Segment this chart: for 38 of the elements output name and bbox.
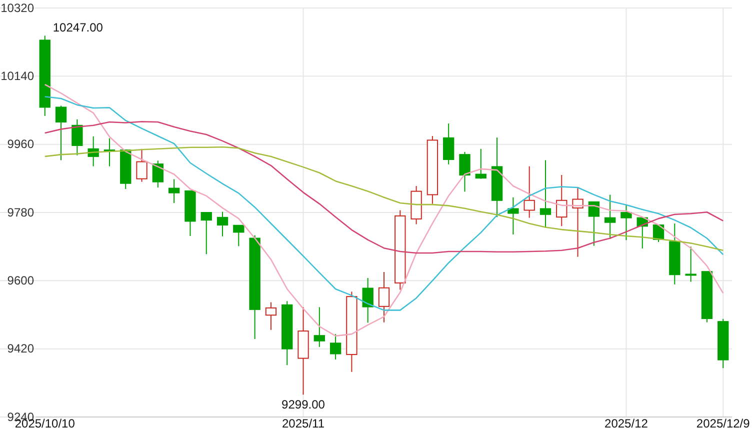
candlestick	[620, 204, 632, 241]
y-tick-label: 9780	[7, 205, 34, 220]
line-series	[44, 120, 724, 254]
candlestick	[475, 148, 486, 180]
candlestick	[378, 271, 390, 323]
y-tick-label: 9960	[7, 137, 34, 152]
candlestick	[216, 211, 228, 237]
line-series	[44, 146, 724, 252]
y-tick-label: 10320	[0, 0, 34, 15]
candlestick	[314, 306, 325, 348]
candlestick	[136, 148, 148, 182]
candlestick	[556, 174, 568, 227]
candlestick	[265, 302, 277, 330]
annotation: 10247.00	[52, 20, 104, 35]
candlestick	[233, 224, 244, 247]
candlestick	[152, 160, 164, 188]
candlestick	[572, 187, 584, 258]
candlestick	[330, 334, 342, 360]
candlestick	[685, 246, 696, 282]
x-tick-label: 2025/12	[604, 416, 648, 431]
x-tick-label: 2025/11	[282, 416, 325, 431]
candlestick	[524, 166, 535, 218]
candlestick	[604, 194, 616, 240]
candlestick	[443, 123, 454, 165]
candlestick	[362, 278, 374, 324]
candlestick	[72, 118, 83, 156]
candlestick	[168, 178, 180, 204]
candlestick	[588, 201, 600, 246]
y-tick-label: 9600	[7, 274, 34, 288]
y-tick-label: 9420	[7, 342, 34, 356]
y-tick-label: 10140	[0, 69, 34, 84]
candlestick	[459, 151, 470, 192]
annotation: 9299.00	[282, 398, 326, 412]
candlestick	[55, 105, 67, 161]
candlestick	[540, 160, 552, 228]
x-tick-label: 2025/12/9	[696, 416, 750, 431]
candlestick	[508, 196, 519, 235]
candlestick	[200, 212, 212, 255]
